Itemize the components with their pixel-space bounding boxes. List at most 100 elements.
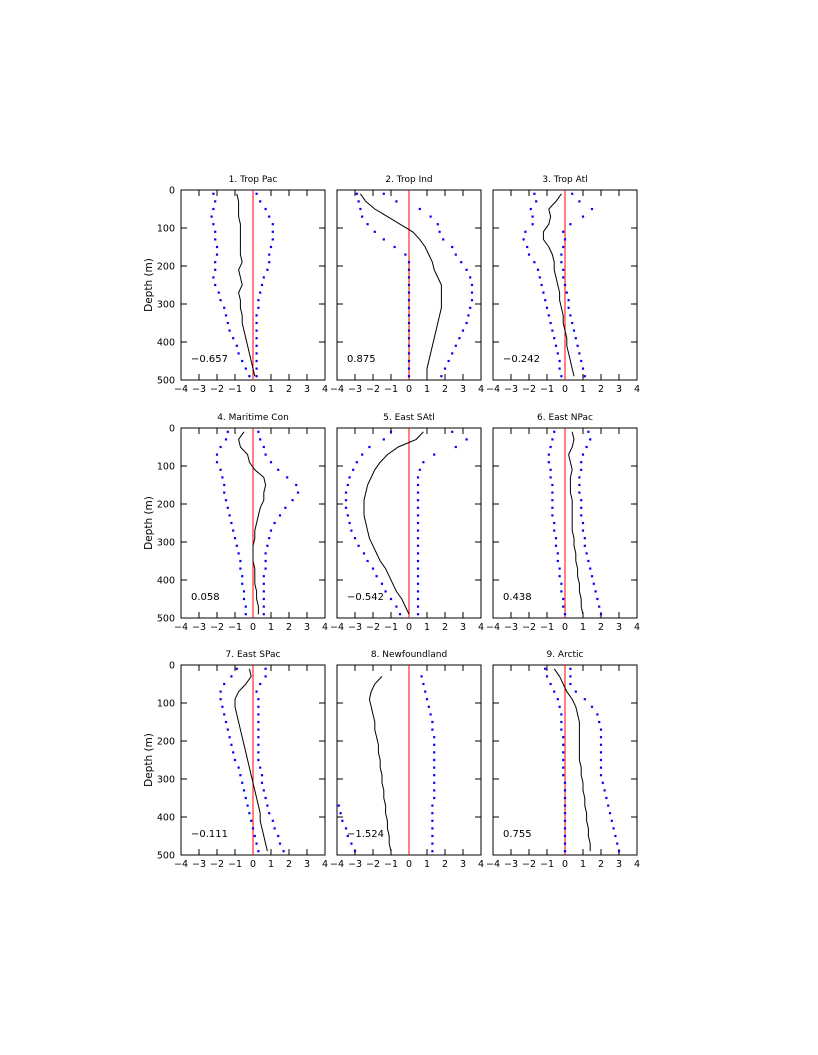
- upper-bound-point: [416, 582, 420, 585]
- upper-bound-point: [599, 751, 603, 754]
- lower-bound-point: [239, 559, 242, 563]
- lower-bound-point: [560, 582, 563, 585]
- y-tick-label: 0: [169, 424, 175, 435]
- upper-bound-point: [262, 597, 265, 601]
- x-tick-label: 0: [406, 859, 412, 870]
- lower-bound-point: [226, 728, 229, 731]
- upper-bound-point: [433, 766, 436, 769]
- lower-bound-point: [357, 544, 360, 547]
- lower-bound-point: [547, 453, 550, 456]
- upper-bound-point: [255, 329, 258, 332]
- lower-bound-point: [219, 299, 222, 302]
- upper-bound-point: [416, 476, 420, 479]
- upper-bound-point: [273, 521, 276, 525]
- upper-bound-point: [567, 299, 570, 302]
- lower-bound-point: [563, 796, 567, 800]
- lower-bound-point: [232, 751, 235, 754]
- lower-bound-point: [212, 223, 215, 226]
- x-tick-label: −1: [228, 859, 242, 870]
- lower-bound-point: [226, 430, 229, 433]
- upper-bound-point: [269, 529, 273, 532]
- lower-bound-point: [361, 453, 364, 456]
- lower-bound-point: [373, 230, 376, 233]
- upper-bound-point: [418, 207, 421, 211]
- upper-bound-point: [277, 468, 280, 471]
- lower-bound-point: [219, 468, 222, 471]
- panel-title: 6. East NPac: [537, 413, 593, 423]
- lower-bound-point: [224, 499, 228, 502]
- panel-value-label: −1.524: [347, 829, 384, 840]
- lower-bound-point: [549, 321, 552, 325]
- upper-bound-point: [599, 774, 603, 777]
- lower-bound-point: [255, 842, 258, 845]
- upper-bound-point: [431, 842, 434, 845]
- upper-bound-point: [273, 827, 276, 830]
- lower-bound-point: [562, 743, 565, 746]
- lower-bound-point: [382, 238, 385, 241]
- upper-bound-point: [271, 223, 274, 226]
- upper-bound-point: [572, 329, 576, 332]
- panel-title: 2. Trop Ind: [385, 175, 432, 185]
- lower-bound-point: [214, 268, 217, 271]
- upper-bound-point: [601, 781, 604, 784]
- upper-bound-point: [469, 276, 472, 279]
- upper-bound-point: [569, 223, 572, 226]
- upper-bound-point: [257, 299, 260, 302]
- upper-bound-point: [264, 796, 267, 800]
- upper-bound-point: [569, 675, 572, 678]
- y-axis-title: Depth (m): [143, 258, 155, 312]
- upper-bound-point: [262, 590, 265, 593]
- upper-bound-point: [578, 352, 581, 355]
- upper-bound-point: [422, 682, 425, 686]
- lower-bound-point: [244, 613, 247, 616]
- lower-bound-point: [563, 613, 567, 616]
- lower-bound-point: [355, 192, 358, 195]
- lower-bound-point: [235, 667, 238, 670]
- x-tick-label: 1: [424, 622, 430, 633]
- lower-bound-point: [407, 268, 411, 271]
- lower-bound-point: [407, 367, 411, 370]
- y-axis-title: Depth (m): [143, 733, 155, 787]
- lower-bound-point: [395, 605, 398, 608]
- upper-bound-point: [422, 461, 425, 464]
- upper-bound-point: [590, 207, 594, 211]
- lower-bound-point: [241, 781, 244, 784]
- upper-bound-point: [599, 766, 603, 769]
- upper-bound-point: [424, 690, 427, 693]
- mean-profile-line: [542, 193, 575, 377]
- upper-bound-point: [580, 506, 583, 509]
- lower-bound-point: [215, 453, 219, 456]
- upper-bound-point: [583, 544, 586, 547]
- lower-bound-point: [407, 352, 411, 355]
- upper-bound-point: [260, 774, 264, 777]
- y-tick-label: 500: [157, 851, 175, 862]
- upper-bound-point: [255, 359, 258, 363]
- x-tick-label: −2: [366, 859, 380, 870]
- lower-bound-point: [562, 736, 565, 739]
- upper-bound-point: [416, 499, 420, 502]
- lower-bound-point: [214, 200, 217, 203]
- upper-bound-point: [589, 438, 592, 441]
- lower-bound-point: [232, 529, 235, 532]
- lower-bound-point: [554, 537, 558, 540]
- upper-bound-point: [585, 552, 588, 555]
- lower-bound-point: [223, 713, 226, 716]
- x-tick-label: −2: [366, 384, 380, 395]
- lower-bound-point: [371, 567, 375, 570]
- upper-bound-point: [599, 728, 603, 731]
- y-tick-label: 0: [169, 186, 175, 197]
- lower-bound-point: [407, 344, 411, 347]
- lower-bound-point: [344, 499, 348, 502]
- lower-bound-point: [348, 521, 351, 525]
- x-tick-label: −1: [540, 622, 554, 633]
- x-tick-label: −1: [540, 384, 554, 395]
- panel-value-label: 0.875: [347, 354, 376, 365]
- x-tick-label: −1: [540, 859, 554, 870]
- upper-bound-point: [268, 253, 271, 256]
- upper-bound-point: [581, 529, 585, 532]
- y-tick-label: 400: [157, 338, 175, 349]
- lower-bound-point: [562, 774, 565, 777]
- lower-bound-point: [527, 253, 531, 256]
- upper-bound-point: [574, 690, 577, 693]
